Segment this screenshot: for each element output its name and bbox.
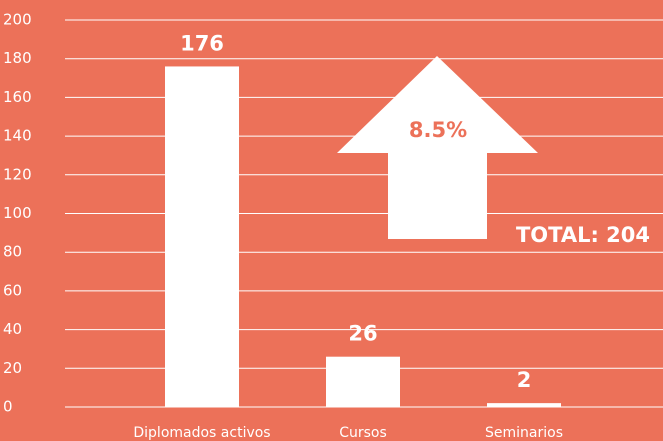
- bar: [165, 66, 239, 407]
- y-tick-label: 100: [3, 204, 32, 222]
- bar: [487, 403, 561, 407]
- total-annotation: TOTAL: 204: [516, 223, 650, 247]
- percent-annotation: 8.5%: [409, 118, 467, 142]
- value-label: 2: [517, 368, 532, 392]
- x-tick-label: Cursos: [339, 425, 387, 441]
- y-tick-label: 180: [3, 49, 32, 67]
- x-tick-label: Diplomados activos: [133, 425, 270, 441]
- x-tick-label: Seminarios: [485, 425, 563, 441]
- y-tick-label: 120: [3, 165, 32, 183]
- bar: [326, 356, 400, 407]
- y-tick-label: 160: [3, 88, 32, 106]
- up-arrow: [337, 56, 538, 239]
- y-tick-label: 140: [3, 127, 32, 145]
- value-label: 26: [348, 322, 377, 346]
- y-tick-label: 0: [3, 398, 13, 416]
- y-tick-label: 60: [3, 281, 22, 299]
- y-tick-label: 200: [3, 11, 32, 29]
- y-tick-label: 20: [3, 359, 22, 377]
- value-label: 176: [180, 31, 224, 55]
- y-tick-label: 40: [3, 320, 22, 338]
- y-tick-label: 80: [3, 243, 22, 261]
